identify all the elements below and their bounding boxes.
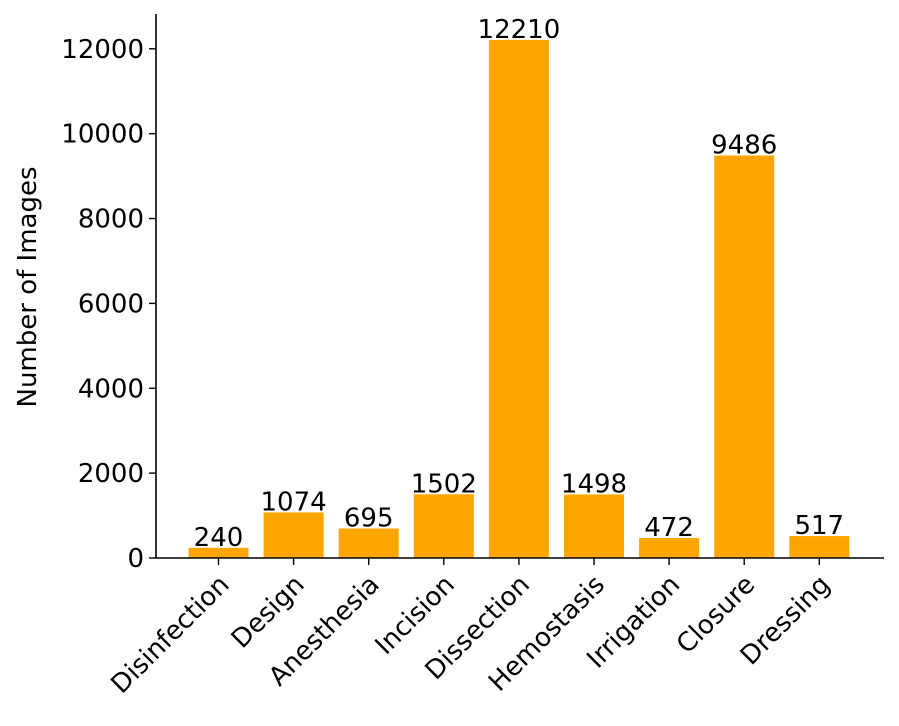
y-tick-label: 10000 [61,120,144,150]
bar-design [263,512,324,558]
bar-dressing [789,536,850,558]
data-label-closure: 9486 [711,130,777,160]
bar-hemostasis [564,494,624,558]
y-axis-ticks: 0 2000 4000 6000 8000 10000 12000 [61,35,156,574]
data-labels: 240 1074 695 1502 12210 1498 472 9486 517 [194,15,844,553]
y-axis-label: Number of Images [13,166,43,407]
bar-dissection [488,39,549,558]
bar-disinfection [188,547,249,558]
bars [188,39,850,559]
y-tick-label: 6000 [78,289,144,319]
y-tick-label: 2000 [78,459,144,489]
data-label-disinfection: 240 [194,523,244,553]
data-label-incision: 1502 [411,469,477,499]
y-tick-label: 0 [127,544,144,574]
bar-incision [413,494,474,558]
bar-anesthesia [338,528,399,558]
data-label-dissection: 12210 [478,15,561,45]
y-tick-label: 12000 [61,35,144,65]
data-label-irrigation: 472 [644,513,694,543]
data-label-hemostasis: 1498 [561,469,627,499]
bar-closure [714,155,775,559]
y-tick-label: 4000 [78,374,144,404]
data-label-design: 1074 [261,487,327,517]
y-tick-label: 8000 [78,205,144,235]
data-label-dressing: 517 [794,511,844,541]
data-label-anesthesia: 695 [344,504,394,534]
bar-irrigation [639,537,700,558]
x-tick-label-disinfection: Disinfection [106,570,236,700]
x-axis-ticks: DisinfectionDesignAnesthesiaIncisionDiss… [106,558,836,700]
